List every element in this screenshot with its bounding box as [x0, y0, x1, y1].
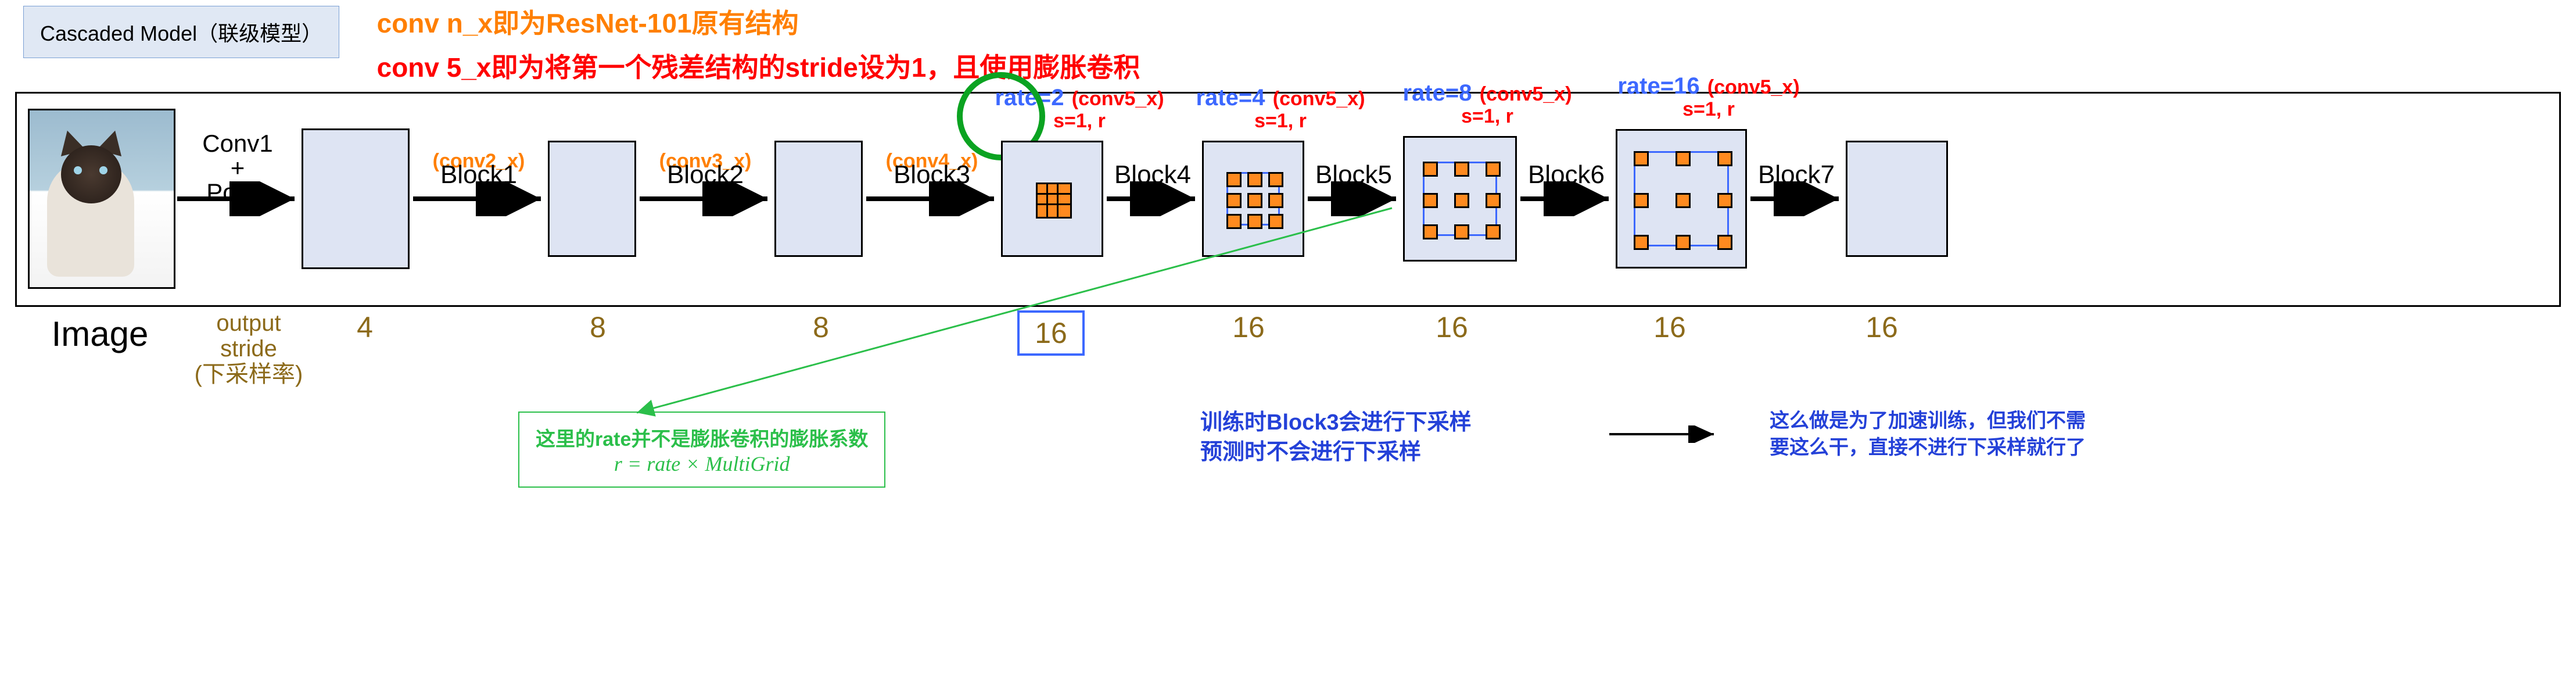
feature-block — [1846, 141, 1948, 257]
bottom-note-1-line1: 训练时Block3会进行下采样 — [1200, 408, 1472, 438]
input-image — [30, 109, 174, 289]
cat-illustration — [28, 109, 175, 289]
stride-value: 4 — [313, 310, 417, 344]
dilated-block: rate=8 (conv5_x)s=1, r — [1403, 136, 1517, 262]
stride-value: 16 — [1832, 310, 1931, 344]
bottom-note-1-line2: 预测时不会进行下采样 — [1200, 438, 1472, 467]
stride-value: 16 — [1397, 310, 1507, 344]
cascaded-model-label: Cascaded Model（联级模型） — [23, 6, 339, 58]
output-stride-label: outputstride(下采样率) — [185, 310, 313, 387]
title-line-2: conv 5_x即为将第一个残差结构的stride设为1，且使用膨胀卷积 — [377, 46, 1140, 85]
flow-arrow: Conv1+Pool1 — [174, 181, 302, 216]
feature-block — [302, 128, 410, 269]
green-note-box: 这里的rate并不是膨胀卷积的膨胀系数 r = rate × MultiGrid — [518, 412, 885, 488]
note-arrow-icon — [1607, 425, 1723, 446]
green-note-line2: r = rate × MultiGrid — [536, 452, 868, 476]
image-caption: Image — [15, 314, 185, 354]
flow-arrow: Block7 — [1747, 181, 1846, 216]
dilated-block: rate=16 (conv5_x)s=1, r — [1616, 129, 1747, 269]
flow-arrow: (conv2_x)Block1 — [410, 181, 548, 216]
stride-value: 16 — [1606, 310, 1734, 344]
bottom-note-2-line1: 这么做是为了加速训练，但我们不需 — [1770, 408, 2086, 435]
bottom-note-2: 这么做是为了加速训练，但我们不需 要这么干，直接不进行下采样就行了 — [1770, 408, 2086, 462]
title-line-1: conv n_x即为ResNet-101原有结构 — [377, 2, 1140, 41]
bottom-area: 这里的rate并不是膨胀卷积的膨胀系数 r = rate × MultiGrid… — [15, 398, 2561, 514]
title-lines: conv n_x即为ResNet-101原有结构 conv 5_x即为将第一个残… — [377, 2, 1140, 85]
bottom-note-1: 训练时Block3会进行下采样 预测时不会进行下采样 — [1200, 408, 1472, 468]
bottom-note-2-line2: 要这么干，直接不进行下采样就行了 — [1770, 435, 2086, 462]
flow-arrow: Block6 — [1517, 181, 1616, 216]
green-note-line1: 这里的rate并不是膨胀卷积的膨胀系数 — [536, 423, 868, 452]
green-arrow — [619, 206, 1409, 432]
